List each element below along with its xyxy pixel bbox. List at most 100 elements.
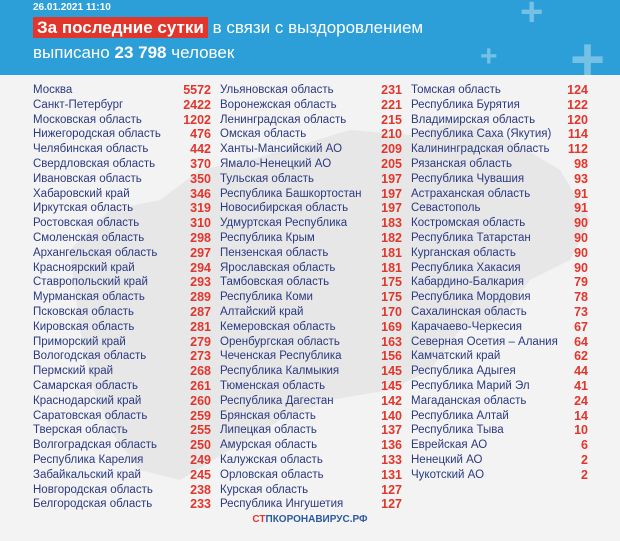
region-row: Краснодарский край 260 <box>33 394 211 409</box>
region-row: Москва 5572 <box>33 83 211 98</box>
logo-coronavirus: ПКОРОНАВИРУС.РФ <box>265 514 368 525</box>
region-name: Республика Алтай <box>411 409 509 422</box>
region-name: Ульяновская область <box>220 84 334 96</box>
region-row: Республика Адыгея 44 <box>411 364 588 379</box>
region-row: Амурская область 136 <box>220 438 402 453</box>
region-column-1: Москва 5572 Санкт-Петербург 2422 Московская … <box>33 83 211 512</box>
region-name: Республика Дагестан <box>220 394 334 407</box>
region-recovered-count: 64 <box>574 334 588 349</box>
region-recovered-count: 297 <box>190 245 211 260</box>
region-recovered-count: 310 <box>190 216 211 231</box>
region-recovered-count: 145 <box>381 378 402 393</box>
region-recovered-count: 44 <box>574 364 588 379</box>
region-row: Архангельская область 297 <box>33 246 211 261</box>
region-name: Тульская область <box>220 172 315 185</box>
region-row: Республика Коми 175 <box>220 290 402 305</box>
region-row: Тюменская область 145 <box>220 379 402 394</box>
headline-rest: в связи с выздоровлением <box>207 18 424 37</box>
region-name: Самарская область <box>33 379 138 392</box>
region-recovered-count: 245 <box>190 467 211 482</box>
report-date: 26.01.2021 11:10 <box>33 2 111 13</box>
region-row: Новосибирская область 197 <box>220 201 402 216</box>
region-name: Республика Коми <box>220 291 313 304</box>
region-row: Хабаровский край 346 <box>33 187 211 202</box>
region-recovered-count: 250 <box>190 438 211 453</box>
region-name: Красноярский край <box>33 261 135 274</box>
region-recovered-count: 279 <box>190 334 211 349</box>
region-row: Московская область 1202 <box>33 113 211 128</box>
region-row: Карачаево-Черкесия 67 <box>411 320 588 335</box>
region-row: Пермский край 268 <box>33 364 211 379</box>
region-recovered-count: 2422 <box>183 97 211 112</box>
region-row: Чукотский АО 2 <box>411 468 588 483</box>
region-name: Курганская область <box>411 246 516 259</box>
region-name: Тамбовская область <box>220 276 330 289</box>
region-row: Республика Крым 182 <box>220 231 402 246</box>
region-row: Забайкальский край 245 <box>33 468 211 483</box>
region-row: Магаданская область 24 <box>411 394 588 409</box>
region-name: Республика Крым <box>220 231 315 244</box>
region-row: Орловская область 131 <box>220 468 402 483</box>
region-row: Томская область 124 <box>411 83 588 98</box>
region-recovered-count: 91 <box>574 186 588 201</box>
region-recovered-count: 62 <box>574 349 588 364</box>
region-row: Псковская область 287 <box>33 305 211 320</box>
region-row: Смоленская область 298 <box>33 231 211 246</box>
headline-line1: За последние сутки в связи с выздоровлен… <box>33 17 424 38</box>
region-row: Тамбовская область 175 <box>220 275 402 290</box>
region-name: Белгородская область <box>33 498 153 511</box>
region-row: Сахалинская область 73 <box>411 305 588 320</box>
region-recovered-count: 120 <box>567 112 588 127</box>
region-recovered-count: 6 <box>581 438 588 453</box>
region-recovered-count: 73 <box>574 304 588 319</box>
region-row: Ярославская область 181 <box>220 261 402 276</box>
region-row: Республика Ингушетия 127 <box>220 497 402 512</box>
russia-map-background <box>70 120 590 480</box>
region-row: Республика Карелия 249 <box>33 453 211 468</box>
region-row: Ханты-Мансийский АО 209 <box>220 142 402 157</box>
region-recovered-count: 281 <box>190 319 211 334</box>
region-name: Магаданская область <box>411 394 527 407</box>
region-recovered-count: 131 <box>381 467 402 482</box>
region-row: Алтайский край 170 <box>220 305 402 320</box>
region-row: Республика Калмыкия 145 <box>220 364 402 379</box>
region-recovered-count: 181 <box>381 260 402 275</box>
region-name: Ростовская область <box>33 217 140 230</box>
region-recovered-count: 145 <box>381 364 402 379</box>
headline-suffix: человек <box>166 43 235 62</box>
region-row: Кемеровская область 169 <box>220 320 402 335</box>
region-name: Республика Адыгея <box>411 365 516 378</box>
region-recovered-count: 137 <box>381 423 402 438</box>
region-recovered-count: 10 <box>574 423 588 438</box>
region-row: Вологодская область 273 <box>33 349 211 364</box>
region-row: Астраханская область 91 <box>411 187 588 202</box>
region-recovered-count: 210 <box>381 127 402 142</box>
region-recovered-count: 90 <box>574 216 588 231</box>
region-recovered-count: 197 <box>381 186 402 201</box>
region-row: Воронежская область 221 <box>220 98 402 113</box>
region-recovered-count: 260 <box>190 393 211 408</box>
region-name: Республика Ингушетия <box>220 498 344 511</box>
region-row: Севастополь 91 <box>411 201 588 216</box>
region-recovered-count: 133 <box>381 452 402 467</box>
region-row: Еврейская АО 6 <box>411 438 588 453</box>
region-row: Нижегородская область 476 <box>33 127 211 142</box>
region-recovered-count: 294 <box>190 260 211 275</box>
region-row: Тверская область 255 <box>33 423 211 438</box>
region-name: Камчатский край <box>411 350 501 363</box>
region-recovered-count: 319 <box>190 201 211 216</box>
region-row: Ростовская область 310 <box>33 216 211 231</box>
region-recovered-count: 91 <box>574 201 588 216</box>
region-name: Волгоградская область <box>33 439 157 452</box>
region-name: Еврейская АО <box>411 439 488 452</box>
region-name: Приморский край <box>33 335 126 348</box>
region-name: Курская область <box>220 483 309 496</box>
region-name: Чеченская Республика <box>220 350 342 363</box>
region-name: Воронежская область <box>220 98 337 111</box>
region-name: Свердловская область <box>33 157 156 170</box>
region-name: Кемеровская область <box>220 320 336 333</box>
region-name: Сахалинская область <box>411 305 527 318</box>
header-banner: + + + 26.01.2021 11:10 За последние сутк… <box>0 0 620 75</box>
region-recovered-count: 238 <box>190 482 211 497</box>
region-recovered-count: 41 <box>574 378 588 393</box>
